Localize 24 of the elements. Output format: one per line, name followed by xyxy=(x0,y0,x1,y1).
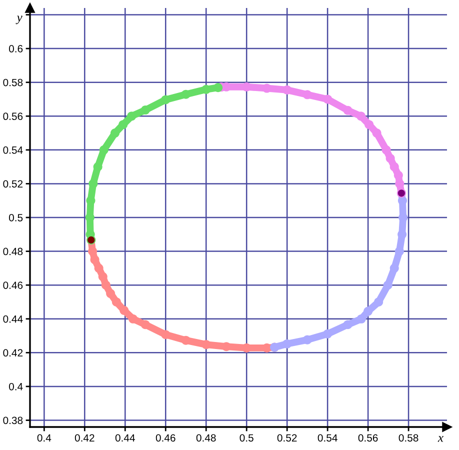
x-axis-title: x xyxy=(438,436,444,442)
x-tick-label: 0.46 xyxy=(156,434,176,442)
y-tick-label: 0.46 xyxy=(3,282,23,289)
x-tick-label: 0.48 xyxy=(196,434,216,442)
y-tick-label: 0.54 xyxy=(3,146,23,154)
y-tick-label: 0.42 xyxy=(3,349,23,357)
y-tick-label: 0.6 xyxy=(8,45,23,52)
x-tick-label: 0.54 xyxy=(318,434,338,442)
y-tick-label: 0.4 xyxy=(8,382,23,390)
x-tick-label: 0.4 xyxy=(37,434,52,442)
x-tick-label: 0.5 xyxy=(240,434,254,442)
x-tick-label: 0.56 xyxy=(358,434,378,442)
y-axis-title: y xyxy=(16,16,22,24)
y-tick-label: 0.44 xyxy=(3,315,23,323)
y-tick-label: 0.48 xyxy=(3,248,23,256)
y-tick-label: 0.58 xyxy=(3,78,23,86)
x-tick-label: 0.58 xyxy=(398,434,418,442)
y-tick-label: 0.56 xyxy=(3,112,23,120)
x-tick-label: 0.52 xyxy=(277,434,297,442)
x-tick-label: 0.42 xyxy=(74,434,94,442)
y-tick-label: 0.52 xyxy=(3,180,23,188)
x-tick-label: 0.44 xyxy=(115,434,135,442)
y-tick-label: 0.38 xyxy=(3,416,23,424)
y-tick-label: 0.5 xyxy=(8,214,23,222)
